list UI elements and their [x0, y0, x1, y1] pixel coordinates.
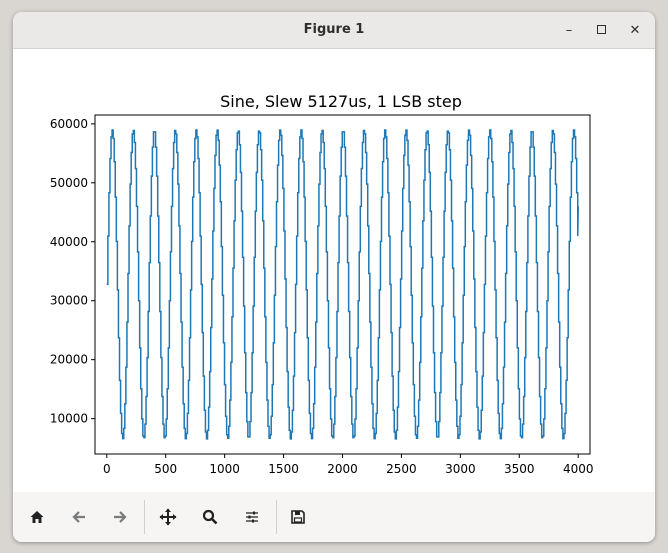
figure-window: Figure 1 – ✕ Sine, Slew 5127us, 1 LSB st…	[13, 12, 655, 542]
toolbar-separator	[276, 500, 277, 534]
arrow-right-icon	[114, 511, 127, 523]
move-icon	[159, 508, 177, 526]
x-tick-label: 500	[154, 462, 177, 476]
title-bar[interactable]: Figure 1 – ✕	[13, 12, 655, 49]
forward-button[interactable]	[104, 501, 136, 533]
x-tick-label: 2500	[386, 462, 417, 476]
magnifier-icon	[202, 509, 218, 525]
plot-frame	[94, 114, 591, 455]
save-button[interactable]	[282, 501, 314, 533]
zoom-button[interactable]	[194, 501, 226, 533]
home-button[interactable]	[21, 501, 53, 533]
pan-button[interactable]	[152, 501, 184, 533]
sliders-icon	[246, 511, 258, 523]
floppy-disk-icon	[291, 510, 305, 524]
y-tick-label: 30000	[50, 294, 88, 308]
home-icon	[30, 511, 44, 523]
x-tick-label: 0	[103, 462, 111, 476]
navigation-toolbar	[13, 492, 655, 542]
back-button[interactable]	[63, 501, 95, 533]
x-tick-label: 3500	[504, 462, 535, 476]
y-tick-label: 40000	[50, 235, 88, 249]
y-tick-label: 20000	[50, 353, 88, 367]
series-line	[106, 129, 579, 440]
x-tick-label: 1000	[209, 462, 240, 476]
figure-canvas[interactable]: Sine, Slew 5127us, 1 LSB step 0 500 1000 15…	[13, 49, 655, 492]
x-tick-label: 4000	[563, 462, 594, 476]
maximize-button[interactable]	[591, 19, 613, 41]
window-title: Figure 1	[303, 22, 365, 37]
close-button[interactable]: ✕	[629, 22, 641, 38]
arrow-left-icon	[72, 511, 85, 523]
chart-title: Sine, Slew 5127us, 1 LSB step	[220, 92, 462, 111]
y-tick-label: 50000	[50, 176, 88, 190]
x-tick-label: 1500	[268, 462, 299, 476]
x-tick-label: 3000	[445, 462, 476, 476]
maximize-icon	[597, 25, 606, 34]
line-chart: Sine, Slew 5127us, 1 LSB step 0 500 1000 15…	[50, 92, 594, 476]
y-tick-label: 10000	[50, 412, 88, 426]
x-tick-label: 2000	[327, 462, 358, 476]
configure-subplots-button[interactable]	[236, 501, 268, 533]
y-tick-label: 60000	[50, 117, 88, 131]
toolbar-separator	[144, 500, 145, 534]
minimize-button[interactable]: –	[565, 22, 573, 38]
